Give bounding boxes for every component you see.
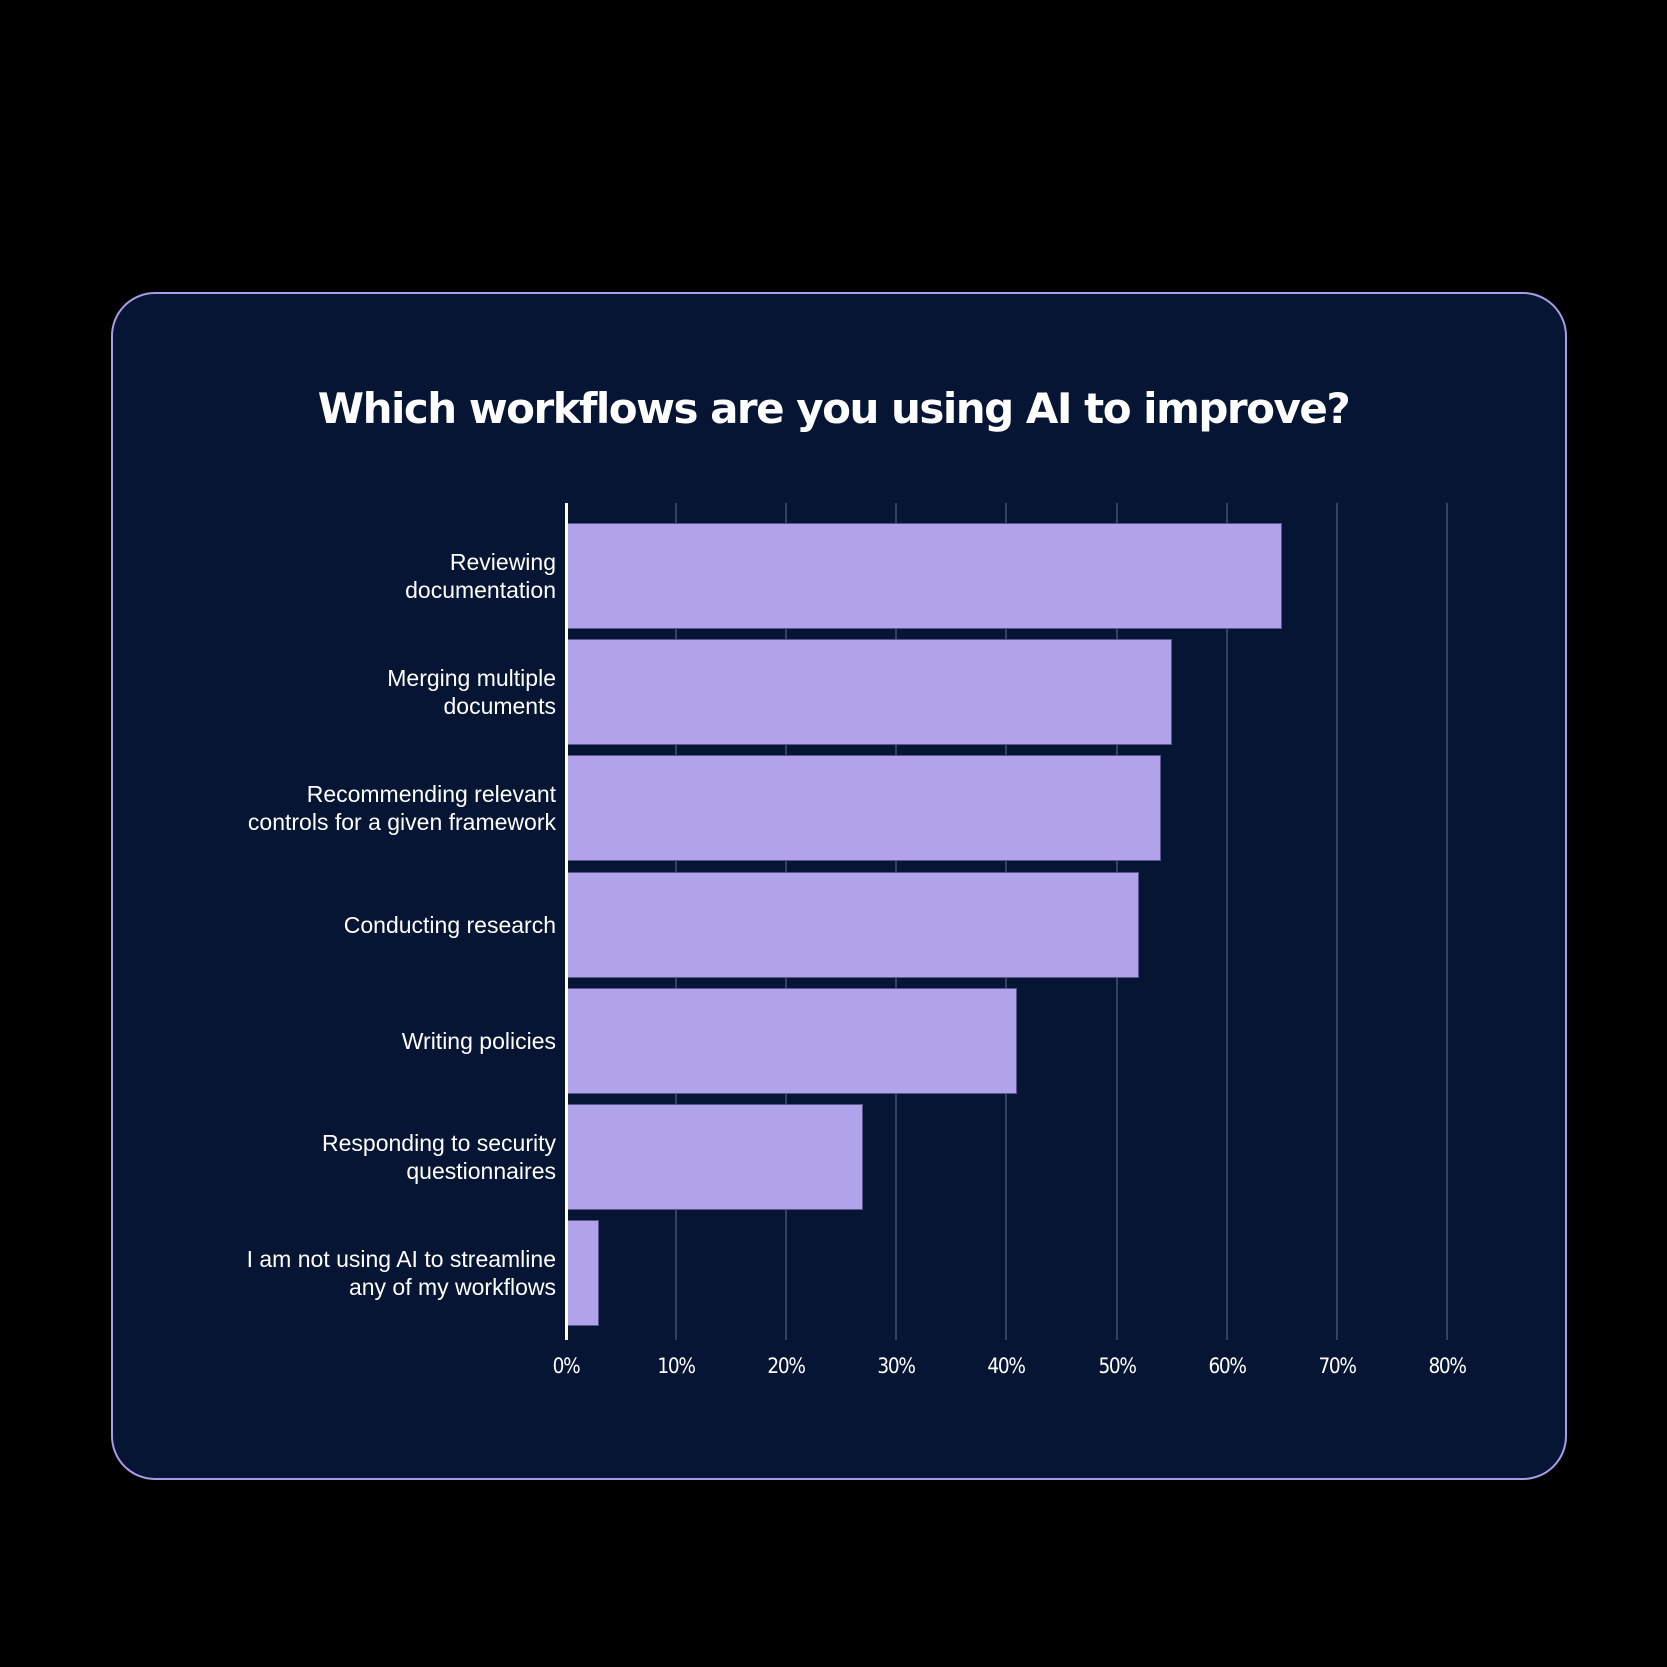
x-tick-label: 20% bbox=[767, 1354, 806, 1378]
gridline bbox=[1225, 503, 1228, 1340]
category-label: Conducting research bbox=[343, 911, 556, 938]
x-tick-label: 40% bbox=[987, 1354, 1026, 1378]
category-label: Responding to security questionnaires bbox=[322, 1130, 556, 1184]
chart-title: Which workflows are you using AI to impr… bbox=[317, 384, 1351, 433]
category-label: I am not using AI to streamline any of m… bbox=[246, 1246, 556, 1301]
category-label: Reviewing documentation bbox=[405, 549, 556, 603]
bar bbox=[566, 523, 1282, 629]
x-tick-label: 60% bbox=[1208, 1354, 1246, 1378]
gridline bbox=[1445, 503, 1448, 1340]
category-label: Merging multiple documents bbox=[387, 665, 556, 720]
x-tick-label: 80% bbox=[1428, 1354, 1466, 1378]
bar bbox=[566, 1104, 864, 1210]
x-tick-label: 70% bbox=[1318, 1354, 1356, 1378]
x-tick-label: 30% bbox=[877, 1354, 916, 1378]
x-tick-label: 0% bbox=[552, 1354, 581, 1378]
x-tick-label: 10% bbox=[657, 1354, 696, 1378]
plot-area bbox=[565, 503, 1466, 1340]
category-label: Writing policies bbox=[401, 1027, 556, 1054]
bar bbox=[566, 871, 1139, 978]
category-label: Recommending relevant controls for a giv… bbox=[247, 781, 556, 836]
bar bbox=[566, 755, 1161, 862]
bar bbox=[566, 1220, 600, 1327]
gridline bbox=[1335, 503, 1338, 1340]
x-tick-label: 50% bbox=[1097, 1354, 1136, 1378]
y-axis-line bbox=[565, 503, 568, 1340]
bar bbox=[566, 639, 1172, 746]
bar bbox=[566, 987, 1018, 1094]
